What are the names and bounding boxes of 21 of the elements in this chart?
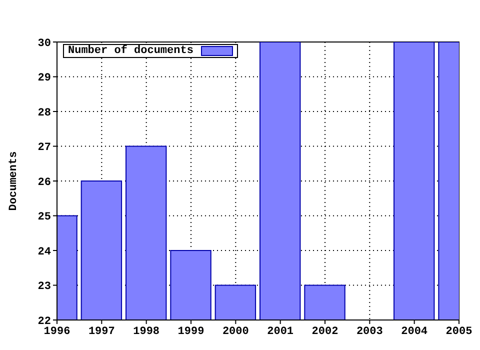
- x-tick-label: 2002: [312, 326, 338, 338]
- y-tick-label: 26: [38, 176, 51, 189]
- x-tick-label: 2004: [401, 326, 428, 338]
- x-tick-label: 1996: [44, 326, 70, 338]
- x-tick-label: 2001: [267, 326, 294, 338]
- y-tick-label: 27: [38, 142, 51, 154]
- y-tick-label: 29: [38, 72, 51, 85]
- y-tick-label: 28: [38, 107, 52, 120]
- y-tick-label: 22: [38, 316, 51, 328]
- y-tick-label: 24: [38, 246, 52, 258]
- x-tick-label: 1999: [178, 326, 204, 338]
- y-tick-label: 30: [38, 38, 51, 50]
- x-tick-label: 2003: [356, 326, 384, 338]
- x-tick-label: 1998: [133, 326, 160, 338]
- y-axis-title: Documents: [8, 151, 20, 211]
- y-tick-label: 23: [38, 281, 52, 294]
- x-tick-label: 2000: [222, 326, 249, 338]
- x-tick-label: 2005: [446, 326, 473, 338]
- legend-label: Number of documents: [68, 45, 194, 57]
- x-tick-label: 1997: [88, 326, 115, 338]
- y-tick-label: 25: [38, 212, 52, 224]
